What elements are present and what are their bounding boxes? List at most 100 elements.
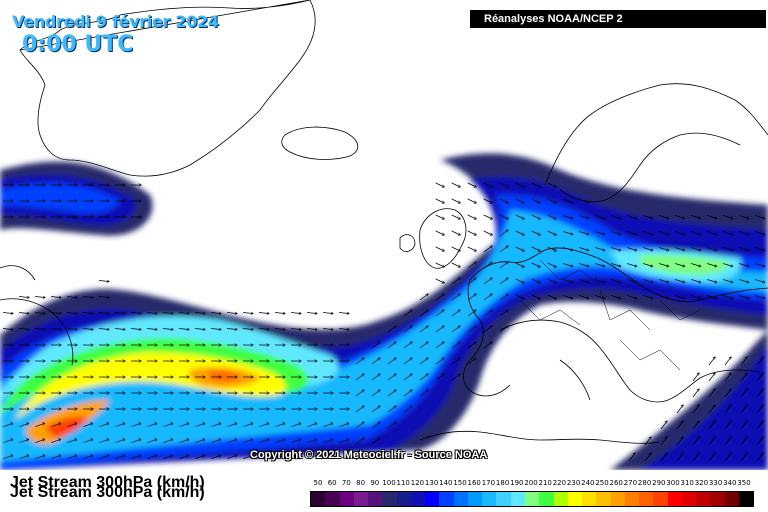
wind-arrow bbox=[724, 357, 731, 366]
wind-arrow bbox=[724, 389, 731, 398]
wind-arrow bbox=[611, 295, 621, 299]
wind-arrow bbox=[371, 406, 380, 413]
wind-arrow bbox=[114, 313, 125, 314]
wind-arrow bbox=[499, 246, 508, 253]
wind-arrow bbox=[51, 455, 60, 460]
legend-label: 100 bbox=[382, 479, 396, 487]
wind-arrow bbox=[83, 423, 92, 428]
wind-arrow bbox=[515, 278, 525, 283]
wind-arrow bbox=[419, 374, 428, 381]
legend-swatch bbox=[368, 492, 383, 506]
wind-arrow bbox=[708, 389, 715, 398]
wind-arrow bbox=[531, 294, 541, 299]
wind-arrow bbox=[627, 279, 637, 283]
wind-arrow bbox=[483, 182, 493, 187]
wind-arrow bbox=[724, 421, 731, 430]
wind-arrow bbox=[531, 262, 541, 267]
legend-label: 330 bbox=[708, 479, 723, 487]
wind-arrow bbox=[339, 455, 348, 460]
wind-arrow bbox=[563, 199, 573, 203]
legend-label: 260 bbox=[609, 479, 623, 487]
wind-arrow bbox=[531, 198, 541, 203]
wind-arrow bbox=[146, 329, 157, 330]
wind-arrow bbox=[338, 313, 349, 314]
legend-swatch bbox=[510, 492, 525, 506]
legend-swatch bbox=[639, 492, 654, 506]
wind-arrow bbox=[403, 342, 412, 349]
wind-arrow bbox=[659, 279, 669, 283]
wind-arrow bbox=[627, 215, 637, 219]
wind-arrow bbox=[676, 437, 683, 446]
wind-arrow bbox=[259, 439, 268, 444]
wind-arrow bbox=[227, 455, 236, 460]
wind-arrow bbox=[740, 453, 747, 462]
wind-arrow bbox=[323, 423, 332, 428]
wind-arrow bbox=[162, 329, 173, 330]
color-legend-bar bbox=[310, 491, 754, 507]
wind-arrow bbox=[563, 279, 573, 283]
wind-arrow bbox=[579, 215, 589, 219]
legend-label: 230 bbox=[566, 479, 581, 487]
wind-arrow bbox=[595, 247, 605, 251]
legend-label: 60 bbox=[327, 479, 337, 487]
wind-arrow bbox=[435, 294, 444, 301]
wind-arrow bbox=[67, 455, 76, 460]
legend-label: 170 bbox=[481, 479, 496, 487]
legend-swatch bbox=[667, 492, 682, 506]
wind-arrow bbox=[322, 329, 333, 330]
wind-arrow bbox=[2, 313, 13, 314]
wind-arrow bbox=[483, 294, 492, 301]
wind-arrow bbox=[243, 423, 252, 428]
wind-arrow bbox=[210, 329, 221, 330]
wind-arrow bbox=[211, 423, 220, 428]
wind-arrow bbox=[195, 455, 204, 460]
legend-swatch bbox=[353, 492, 369, 506]
wind-arrow bbox=[692, 389, 699, 398]
wind-arrow bbox=[451, 310, 460, 317]
legend-label: 320 bbox=[694, 479, 709, 487]
wind-arrow bbox=[451, 262, 461, 267]
wind-arrow bbox=[467, 294, 476, 301]
wind-arrow bbox=[756, 421, 763, 430]
jet-stream-map bbox=[0, 0, 768, 470]
wind-arrow bbox=[707, 263, 717, 267]
wind-arrow bbox=[227, 423, 236, 428]
legend-label: 280 bbox=[637, 479, 652, 487]
legend-label: 300 bbox=[666, 479, 680, 487]
wind-arrow bbox=[82, 297, 93, 298]
legend-swatch bbox=[724, 492, 739, 506]
wind-arrow bbox=[692, 453, 699, 462]
wind-arrow bbox=[307, 423, 316, 428]
wind-arrow bbox=[515, 294, 525, 299]
wind-arrow bbox=[691, 215, 701, 219]
wind-arrow bbox=[259, 455, 268, 460]
wind-arrow bbox=[627, 247, 637, 251]
wind-arrow bbox=[211, 439, 220, 444]
european-borders bbox=[519, 259, 701, 371]
wind-arrow bbox=[467, 230, 477, 235]
wind-arrow bbox=[98, 329, 109, 330]
wind-arrow bbox=[708, 357, 715, 366]
wind-arrow bbox=[435, 198, 445, 203]
wind-arrow bbox=[531, 214, 541, 219]
wind-arrow bbox=[163, 439, 172, 444]
wind-arrow bbox=[66, 297, 77, 298]
legend-swatch bbox=[382, 492, 397, 506]
wind-arrow bbox=[258, 329, 269, 330]
wind-arrow bbox=[371, 422, 380, 429]
wind-arrow bbox=[355, 454, 364, 461]
wind-arrow bbox=[355, 374, 364, 381]
legend-label: 120 bbox=[410, 479, 425, 487]
wind-arrow bbox=[579, 231, 589, 235]
wind-arrow bbox=[483, 310, 492, 317]
legend-swatch bbox=[453, 492, 468, 506]
wind-arrow bbox=[35, 423, 44, 428]
wind-arrow bbox=[595, 295, 605, 299]
wind-arrow bbox=[451, 246, 461, 251]
wind-arrow bbox=[371, 438, 380, 445]
jet-band-red bbox=[208, 371, 242, 382]
wind-arrow bbox=[307, 439, 316, 444]
wind-arrow bbox=[755, 263, 765, 267]
wind-arrow bbox=[660, 437, 667, 446]
wind-arrow bbox=[403, 358, 412, 365]
